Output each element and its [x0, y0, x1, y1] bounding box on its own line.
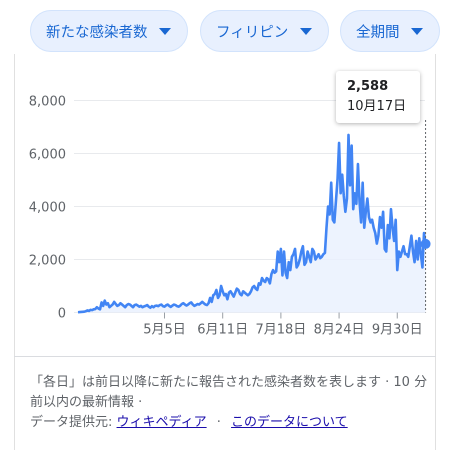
source-label: データ提供元: [30, 415, 113, 430]
card-left-border [14, 54, 15, 450]
tooltip-date: 10月17日 [347, 99, 407, 114]
country-dropdown-label: フィリピン [216, 24, 289, 41]
y-axis: 0 2,000 4,000 6,000 8,000 [29, 95, 66, 322]
metric-dropdown-label: 新たな感染者数 [46, 24, 148, 41]
x-tick-label: 6月11日 [197, 323, 248, 338]
about-data-link[interactable]: このデータについて [231, 415, 348, 430]
x-tick-label: 9月30日 [372, 323, 423, 338]
x-tick-label: 5月5日 [143, 323, 186, 338]
footnote: 「各日」は前日以降に新たに報告された感染者数を表します · 10 分前以内の最新… [30, 373, 430, 433]
period-dropdown[interactable]: 全期間 [340, 10, 440, 52]
tooltip-value: 2,588 [347, 79, 389, 94]
y-tick-label: 8,000 [29, 95, 66, 110]
caret-down-icon [300, 28, 312, 35]
source-link[interactable]: ウィキペディア [116, 415, 207, 430]
y-tick-label: 2,000 [29, 254, 66, 269]
hover-tooltip: 2,588 10月17日 [336, 71, 420, 123]
x-tick-label: 7月18日 [255, 323, 306, 338]
metric-dropdown[interactable]: 新たな感染者数 [30, 10, 188, 52]
y-tick-label: 0 [58, 307, 66, 322]
series-line [77, 133, 427, 314]
card-right-border [435, 54, 436, 450]
hover-point [420, 238, 431, 249]
y-tick-label: 4,000 [29, 201, 66, 216]
country-dropdown[interactable]: フィリピン [200, 10, 329, 52]
x-axis: 5月5日 6月11日 7月18日 8月24日 9月30日 [143, 312, 423, 338]
x-tick-label: 8月24日 [314, 323, 365, 338]
filter-bar: 新たな感染者数 フィリピン 全期間 [0, 10, 450, 54]
period-dropdown-label: 全期間 [356, 24, 400, 41]
separator-dot: · [216, 415, 221, 430]
caret-down-icon [411, 28, 423, 35]
y-tick-label: 6,000 [29, 148, 66, 163]
footer-divider [14, 356, 436, 357]
cases-chart[interactable]: 0 2,000 4,000 6,000 8,000 5月5日 6月11日 7月18日 8月24… [0, 54, 450, 354]
footnote-text: 「各日」は前日以降に新たに報告された感染者数を表します · 10 分前以内の最新… [30, 375, 428, 410]
caret-down-icon [159, 28, 171, 35]
